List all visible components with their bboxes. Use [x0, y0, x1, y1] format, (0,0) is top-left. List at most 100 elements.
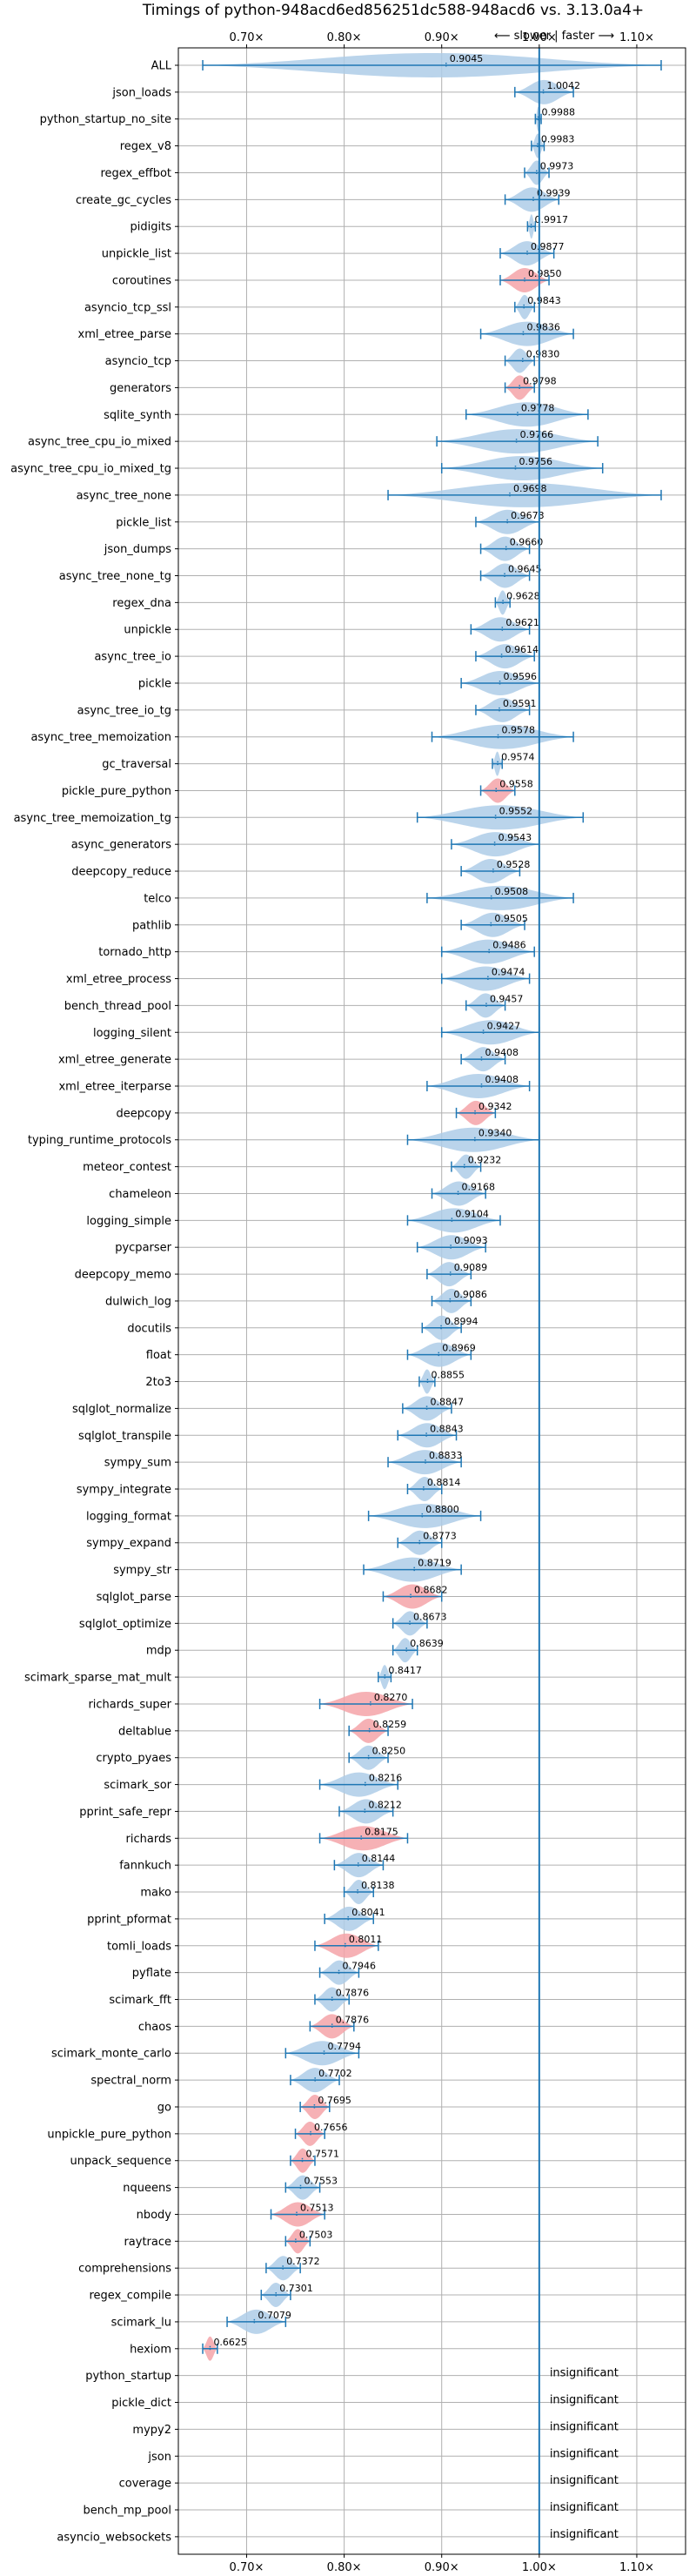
median-value-label: 0.9836	[526, 322, 560, 333]
median-value-label: 0.9558	[499, 778, 533, 789]
category-label: deepcopy	[116, 1107, 171, 1120]
median-value-label: 0.9778	[521, 402, 555, 413]
median-value-label: 0.8250	[372, 1746, 406, 1757]
category-label: async_tree_memoization	[30, 731, 171, 744]
median-value-label: 0.9645	[508, 563, 542, 574]
median-value-label: 0.9408	[485, 1074, 519, 1085]
median-value-label: 0.7503	[299, 2229, 333, 2240]
x-tick-label-top: 0.70×	[230, 31, 264, 44]
median-value-label: 0.7513	[300, 2202, 334, 2213]
median-value-label: 0.7946	[343, 1961, 377, 1972]
category-label: go	[157, 2101, 171, 2114]
category-label: unpack_sequence	[70, 2155, 171, 2168]
median-value-label: 0.9486	[492, 940, 526, 951]
violin-layer: 0.9045 1.0042 0.9988 0.9983 0.9973 0.9939 0.99…	[202, 53, 662, 2541]
median-value-label: 0.8041	[351, 1907, 385, 1918]
category-label: logging_silent	[93, 1027, 171, 1040]
median-value-label: 0.8719	[418, 1558, 452, 1569]
category-label: scimark_fft	[109, 1994, 171, 2007]
category-label: xml_etree_process	[66, 973, 171, 986]
category-label: tornado_http	[98, 946, 171, 959]
category-label: async_tree_none	[77, 489, 171, 502]
median-value-label: 0.9843	[527, 295, 561, 306]
median-value-label: 0.9973	[540, 160, 574, 171]
median-value-label: 0.9850	[528, 268, 562, 279]
category-label: nqueens	[123, 2182, 171, 2195]
category-label: pathlib	[132, 919, 171, 932]
median-value-label: 0.9474	[492, 967, 525, 978]
median-value-label: 1.0042	[547, 80, 581, 91]
category-label: pickle	[138, 677, 171, 690]
category-label: crypto_pyaes	[96, 1752, 171, 1765]
median-value-label: 0.6625	[213, 2337, 247, 2348]
category-label: asyncio_websockets	[57, 2531, 171, 2544]
category-label: hexiom	[130, 2343, 171, 2356]
median-value-label: 0.8682	[414, 1584, 448, 1595]
category-label: async_tree_none_tg	[59, 570, 171, 583]
category-label: chaos	[138, 2021, 171, 2034]
insignificant-label: insignificant	[550, 2528, 619, 2541]
median-value-label: 0.9086	[453, 1289, 487, 1300]
plot-frame	[177, 47, 686, 2555]
x-tick-label-bottom: 0.80×	[327, 2561, 362, 2574]
median-value-label: 0.7301	[279, 2283, 313, 2294]
median-value-label: 0.8144	[362, 1853, 396, 1864]
category-label: scimark_sor	[104, 1779, 171, 1792]
median-value-label: 0.8673	[413, 1611, 447, 1622]
median-value-label: 0.9552	[499, 805, 533, 816]
category-label: async_tree_cpu_io_mixed	[28, 436, 171, 449]
x-axis-ticks: 0.70× 0.70× 0.80× 0.80× 0.90× 0.90× 1.00× 1.00×…	[175, 31, 654, 2574]
category-label: sympy_sum	[104, 1457, 171, 1470]
median-value-label: 0.7702	[318, 2068, 352, 2079]
category-label: regex_v8	[120, 140, 171, 153]
category-label: json_loads	[111, 86, 171, 99]
category-label: json_dumps	[104, 543, 171, 556]
median-value-label: 0.8843	[430, 1423, 464, 1434]
category-label: regex_dna	[112, 597, 171, 610]
category-label: pprint_pformat	[87, 1913, 171, 1926]
median-value-label: 0.8969	[442, 1343, 476, 1354]
median-value-label: 0.9673	[511, 510, 545, 521]
direction-note: ⟵ slower | faster ⟶	[494, 30, 614, 43]
category-label: sqlglot_parse	[97, 1591, 171, 1604]
median-value-label: 0.9988	[541, 107, 575, 118]
category-label: scimark_monte_carlo	[51, 2048, 171, 2061]
median-value-label: 0.8847	[431, 1396, 464, 1407]
category-label: logging_format	[86, 1510, 171, 1523]
category-label: xml_etree_parse	[78, 328, 171, 341]
category-label: bench_mp_pool	[83, 2505, 171, 2518]
category-label: meteor_contest	[83, 1161, 171, 1174]
median-value-label: 0.7079	[258, 2310, 291, 2321]
median-value-label: 0.8259	[373, 1719, 407, 1730]
category-label: sympy_expand	[86, 1537, 171, 1550]
category-label: create_gc_cycles	[76, 194, 171, 207]
median-value-label: 0.9877	[531, 241, 565, 252]
median-value-label: 0.9528	[497, 859, 531, 870]
x-tick-label-bottom: 1.00×	[522, 2561, 557, 2574]
category-label: sqlglot_transpile	[78, 1430, 171, 1443]
category-label: sympy_str	[113, 1564, 171, 1577]
category-label: sqlite_synth	[104, 409, 171, 422]
x-tick-label-top: 0.80×	[327, 31, 362, 44]
median-value-label: 0.9089	[454, 1262, 488, 1273]
category-label: deltablue	[118, 1725, 171, 1738]
category-label: nbody	[137, 2209, 172, 2222]
category-label: regex_effbot	[100, 167, 171, 180]
median-value-label: 0.8800	[425, 1504, 459, 1515]
median-value-label: 0.8814	[427, 1477, 460, 1488]
category-label: gc_traversal	[102, 758, 171, 771]
median-value-label: 0.9574	[501, 752, 535, 763]
category-label: sqlglot_optimize	[79, 1618, 171, 1631]
x-tick-label-bottom: 1.10×	[619, 2561, 654, 2574]
category-label: xml_etree_iterparse	[58, 1080, 171, 1093]
category-label: async_generators	[71, 839, 172, 852]
category-label: fannkuch	[119, 1860, 171, 1873]
median-value-label: 0.8175	[365, 1826, 398, 1837]
median-value-label: 0.8417	[388, 1665, 422, 1676]
median-value-label: 0.9628	[506, 590, 540, 601]
median-value-label: 0.8270	[374, 1692, 408, 1703]
category-label: async_tree_cpu_io_mixed_tg	[10, 463, 171, 476]
median-value-label: 0.8855	[431, 1370, 465, 1381]
median-value-label: 0.9408	[485, 1047, 519, 1058]
insignificant-label: insignificant	[550, 2501, 619, 2514]
